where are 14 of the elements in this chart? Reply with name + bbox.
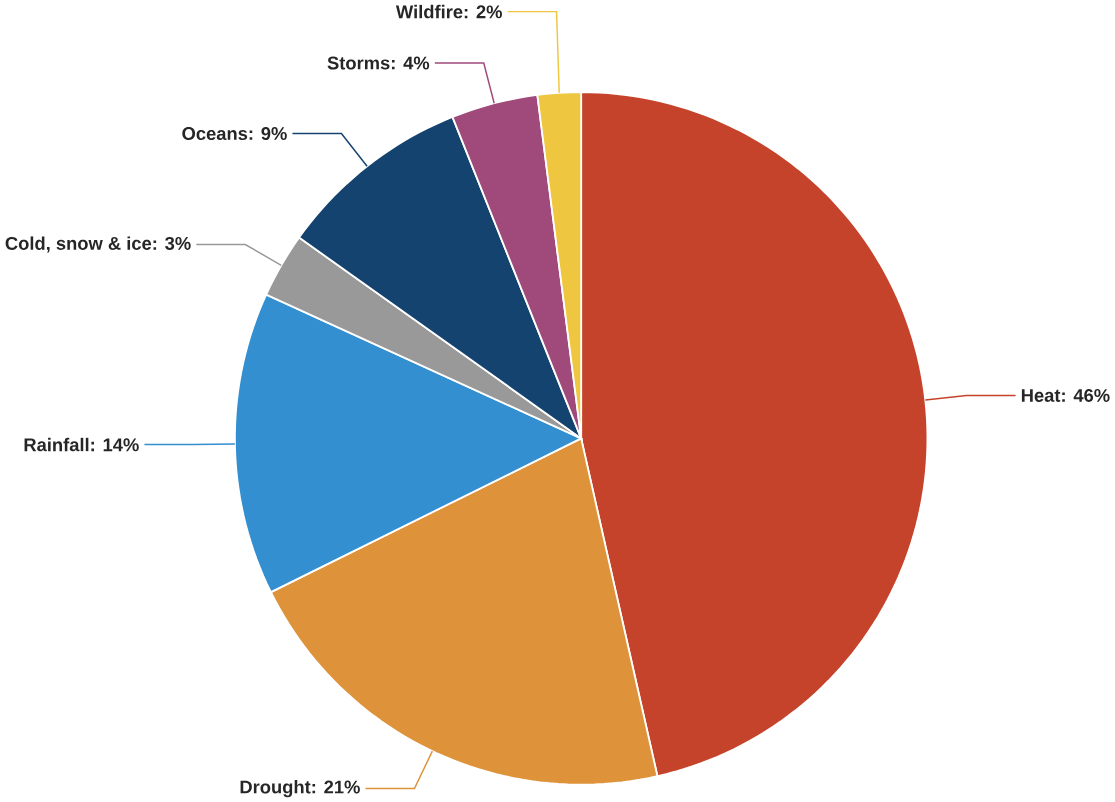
slice-label: Rainfall	[24, 437, 89, 452]
data-label: : 9%	[249, 127, 287, 140]
slice-label: Drought	[240, 779, 311, 798]
slice-label: Wildfire	[395, 4, 463, 19]
data-label: : 2%	[464, 5, 502, 19]
data-label: : 14%	[91, 438, 139, 452]
slice-label: Storms	[327, 56, 390, 70]
slice-label: Heat	[1021, 389, 1061, 402]
data-label: : 3%	[153, 236, 191, 250]
data-label: : 4%	[392, 56, 430, 70]
data-label: : 21%	[312, 780, 360, 794]
slice-label: Cold, snow & ice	[5, 236, 152, 253]
slice-label: Oceans	[182, 127, 248, 140]
data-label: : 46%	[1062, 388, 1110, 402]
